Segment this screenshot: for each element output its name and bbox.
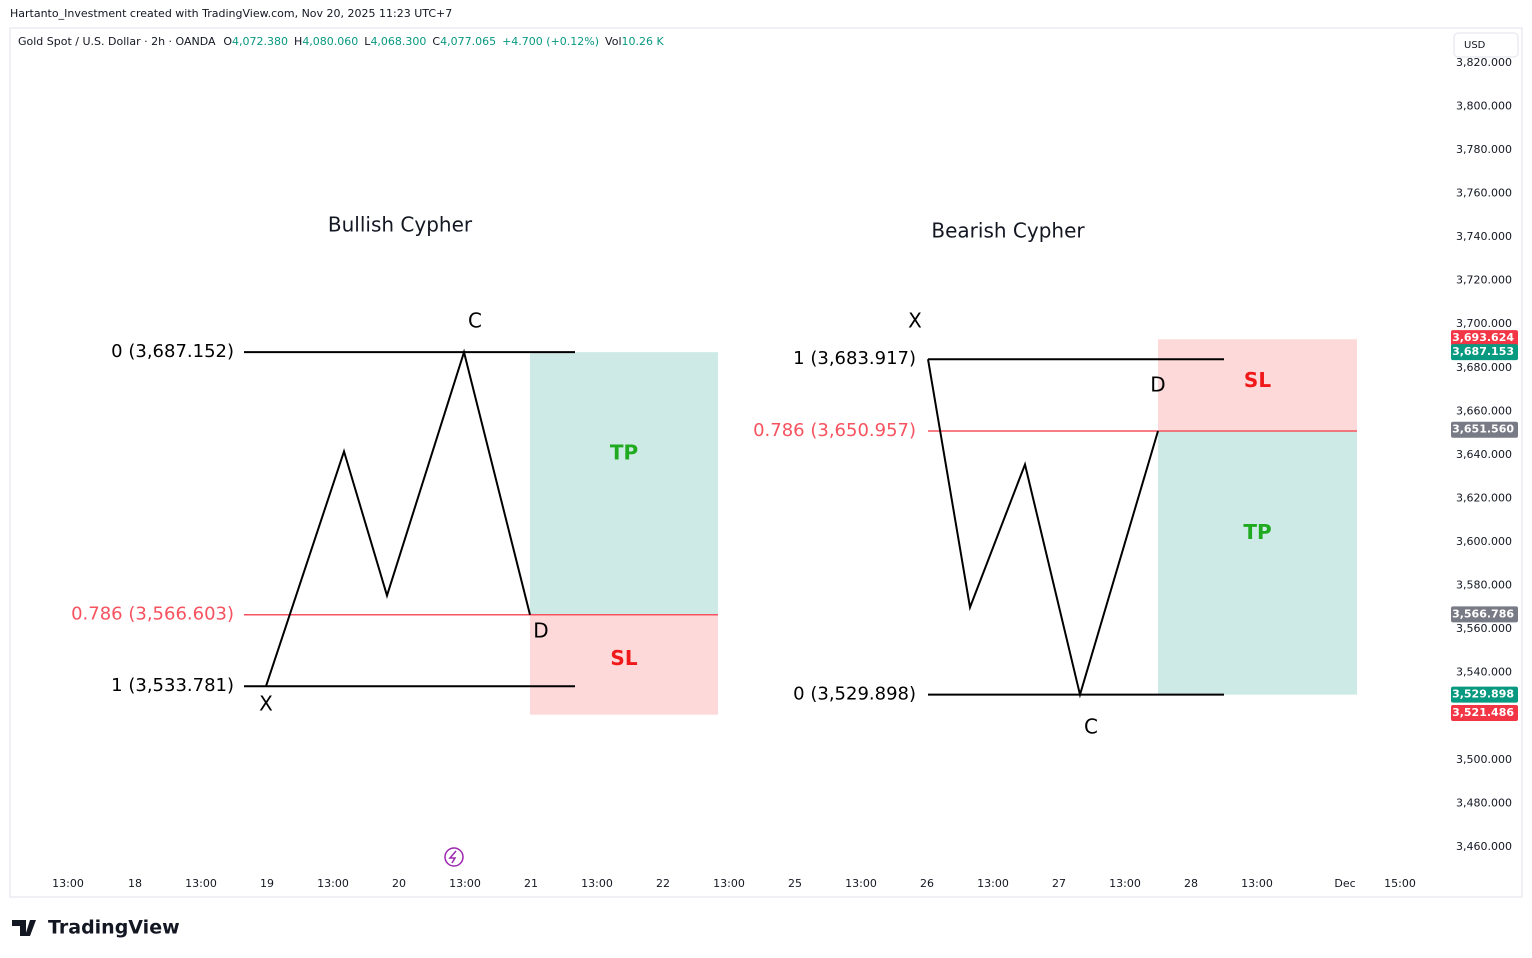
x-tick-label: 13:00 xyxy=(581,877,613,890)
event-icon[interactable] xyxy=(444,847,464,867)
y-tick-label: 3,680.000 xyxy=(1456,361,1512,374)
box-label: TP xyxy=(1243,520,1271,544)
y-tick-label: 3,740.000 xyxy=(1456,230,1512,243)
ohlc-value: 4,068.300 xyxy=(370,35,426,48)
position-box xyxy=(1158,339,1357,432)
y-tick-label: 3,720.000 xyxy=(1456,274,1512,287)
price-tag-label: 3,651.560 xyxy=(1452,423,1514,436)
x-tick-label: 13:00 xyxy=(845,877,877,890)
x-tick-label: 27 xyxy=(1052,877,1066,890)
logo: TradingView xyxy=(12,917,180,939)
point-label: X xyxy=(908,309,922,333)
price-tag xyxy=(1451,330,1518,347)
currency: USD xyxy=(1464,40,1486,51)
price-tag-label: 3,693.624 xyxy=(1452,331,1514,344)
y-tick-label: 3,640.000 xyxy=(1456,448,1512,461)
x-tick-label: 13:00 xyxy=(317,877,349,890)
ohlc-key: C xyxy=(432,35,440,48)
y-tick-label: 3,660.000 xyxy=(1456,404,1512,417)
x-tick-label: 13:00 xyxy=(1241,877,1273,890)
x-tick-label: 15:00 xyxy=(1384,877,1416,890)
x-tick-label: 20 xyxy=(392,877,406,890)
x-tick-label: 21 xyxy=(524,877,538,890)
x-tick-label: 19 xyxy=(260,877,274,890)
y-tick-label: 3,460.000 xyxy=(1456,840,1512,853)
x-tick-label: 13:00 xyxy=(449,877,481,890)
fib-label: 0 (3,529.898) xyxy=(793,684,916,705)
point-label: X xyxy=(259,692,273,716)
vol-key: Vol xyxy=(605,35,621,48)
fib-label: 0.786 (3,650.957) xyxy=(753,420,916,441)
x-tick-label: Dec xyxy=(1334,877,1355,890)
symbol: Gold Spot / U.S. Dollar · 2h · OANDA xyxy=(18,35,216,48)
price-tag-label: 3,687.153 xyxy=(1452,345,1514,358)
y-tick-label: 3,700.000 xyxy=(1456,317,1512,330)
pattern-title: Bearish Cypher xyxy=(931,219,1085,243)
y-tick-label: 3,500.000 xyxy=(1456,753,1512,766)
x-tick-label: 28 xyxy=(1184,877,1198,890)
pattern-title: Bullish Cypher xyxy=(328,213,473,237)
fib-label: 0 (3,687.152) xyxy=(111,341,234,362)
box-label: SL xyxy=(610,646,637,670)
pattern-line xyxy=(265,348,531,687)
ohlc-value: 4,080.060 xyxy=(302,35,358,48)
event-icon-bolt xyxy=(448,850,457,864)
point-label: C xyxy=(1084,715,1098,739)
box-label: TP xyxy=(610,441,638,465)
ohlc-value: 4,072.380 xyxy=(232,35,288,48)
x-tick-label: 13:00 xyxy=(185,877,217,890)
y-tick-label: 3,580.000 xyxy=(1456,579,1512,592)
x-tick-label: 13:00 xyxy=(1109,877,1141,890)
x-tick-label: 25 xyxy=(788,877,802,890)
fib-label: 0.786 (3,566.603) xyxy=(71,604,234,625)
position-box xyxy=(1158,431,1357,695)
point-label: C xyxy=(468,309,482,333)
y-tick-label: 3,540.000 xyxy=(1456,666,1512,679)
x-tick-label: 18 xyxy=(128,877,142,890)
point-label: D xyxy=(1150,373,1165,397)
ohlc-value: 4,077.065 xyxy=(440,35,496,48)
box-label: SL xyxy=(1244,368,1271,392)
price-tag xyxy=(1451,344,1518,361)
price-tag xyxy=(1451,704,1518,721)
price-tag xyxy=(1451,606,1518,623)
x-tick-label: 13:00 xyxy=(713,877,745,890)
change: +4.700 (+0.12%) xyxy=(502,35,599,48)
point-label: D xyxy=(533,619,548,643)
price-tag-label: 3,529.898 xyxy=(1452,688,1514,701)
y-tick-label: 3,780.000 xyxy=(1456,143,1512,156)
position-box xyxy=(530,352,718,615)
legend-row: Gold Spot / U.S. Dollar · 2h · OANDA O4,0… xyxy=(18,35,665,48)
price-tag-label: 3,566.786 xyxy=(1452,607,1514,620)
y-tick-label: 3,620.000 xyxy=(1456,491,1512,504)
ohlc-key: H xyxy=(294,35,302,48)
vol-value: 10.26 K xyxy=(622,35,665,48)
chart-frame xyxy=(9,27,1523,898)
y-tick-label: 3,560.000 xyxy=(1456,622,1512,635)
logo-text: TradingView xyxy=(48,917,180,939)
y-tick-label: 3,760.000 xyxy=(1456,187,1512,200)
fib-label: 1 (3,683.917) xyxy=(793,348,916,369)
price-tag xyxy=(1451,421,1518,438)
y-tick-label: 3,800.000 xyxy=(1456,99,1512,112)
pattern-line xyxy=(927,359,1159,699)
y-tick-label: 3,480.000 xyxy=(1456,796,1512,809)
fib-label: 1 (3,533.781) xyxy=(111,675,234,696)
x-tick-label: 13:00 xyxy=(52,877,84,890)
y-tick-label: 3,820.000 xyxy=(1456,56,1512,69)
position-box xyxy=(530,614,718,715)
x-tick-label: 22 xyxy=(656,877,670,890)
attribution: Hartanto_Investment created with Trading… xyxy=(10,7,452,20)
y-tick-label: 3,600.000 xyxy=(1456,535,1512,548)
price-tag-label: 3,521.486 xyxy=(1452,706,1514,719)
logo-mark xyxy=(12,920,36,936)
x-tick-label: 26 xyxy=(920,877,934,890)
ohlc-key: O xyxy=(223,35,232,48)
ohlc-key: L xyxy=(364,35,371,48)
currency-button[interactable] xyxy=(1453,32,1519,58)
x-tick-label: 13:00 xyxy=(977,877,1009,890)
price-tag xyxy=(1451,686,1518,703)
